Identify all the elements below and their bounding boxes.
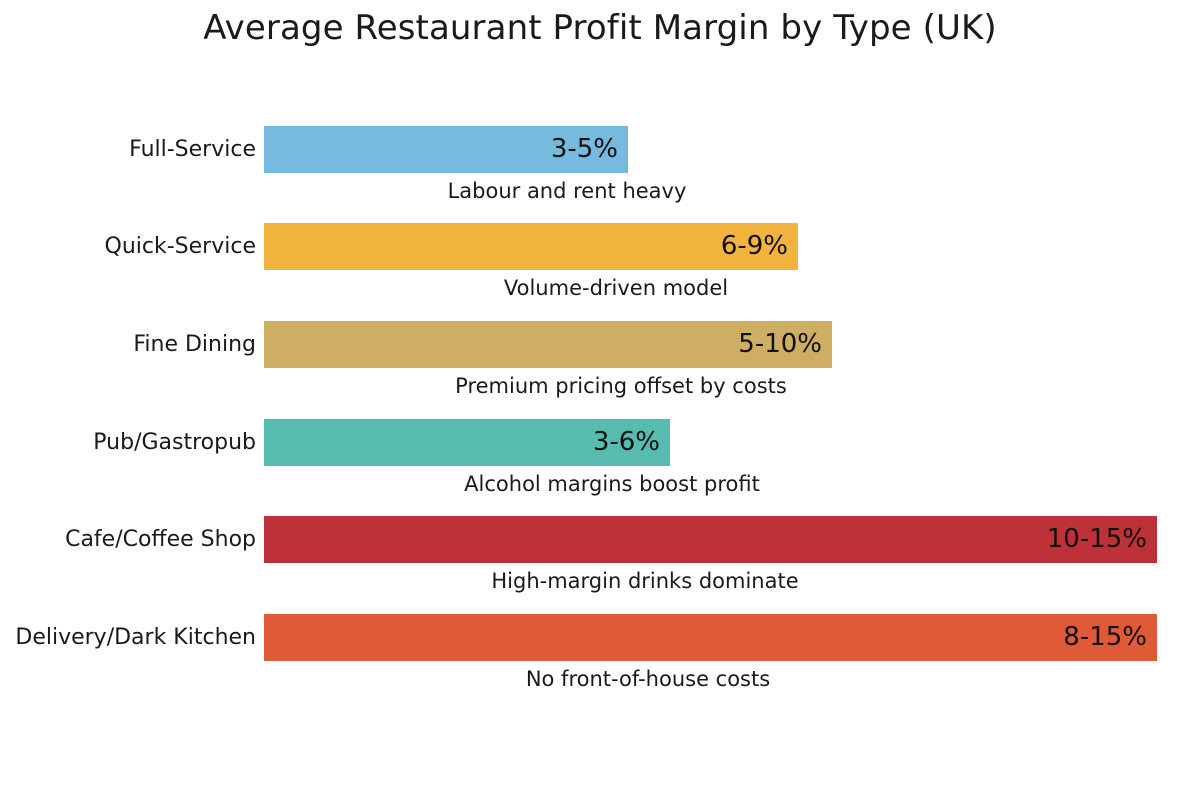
bar-0 — [264, 126, 628, 173]
category-label-2: Fine Dining — [133, 332, 256, 357]
bar-annotation-4: High-margin drinks dominate — [491, 569, 799, 593]
bar-value-label-4: 10-15% — [1046, 524, 1147, 554]
bar-value-label-0: 3-5% — [550, 134, 618, 164]
bar-1 — [264, 223, 798, 270]
category-label-4: Cafe/Coffee Shop — [65, 527, 256, 552]
bar-5 — [264, 614, 1157, 661]
bar-annotation-5: No front-of-house costs — [525, 667, 771, 691]
bar-annotation-0: Labour and rent heavy — [447, 179, 687, 203]
bar-value-label-5: 8-15% — [1063, 622, 1147, 652]
category-label-1: Quick-Service — [104, 234, 256, 259]
bar-3 — [264, 419, 670, 466]
bar-2 — [264, 321, 832, 368]
category-label-3: Pub/Gastropub — [93, 430, 256, 455]
bar-value-label-1: 6-9% — [720, 231, 788, 261]
bar-4 — [264, 516, 1157, 563]
bar-value-label-2: 5-10% — [738, 329, 822, 359]
bar-value-label-3: 3-6% — [592, 427, 660, 457]
chart-title: Average Restaurant Profit Margin by Type… — [203, 8, 997, 48]
bar-annotation-2: Premium pricing offset by costs — [455, 374, 787, 398]
bar-annotation-3: Alcohol margins boost profit — [464, 472, 760, 496]
bar-annotation-1: Volume-driven model — [503, 276, 729, 300]
category-label-5: Delivery/Dark Kitchen — [15, 625, 256, 650]
category-label-0: Full-Service — [129, 137, 256, 162]
